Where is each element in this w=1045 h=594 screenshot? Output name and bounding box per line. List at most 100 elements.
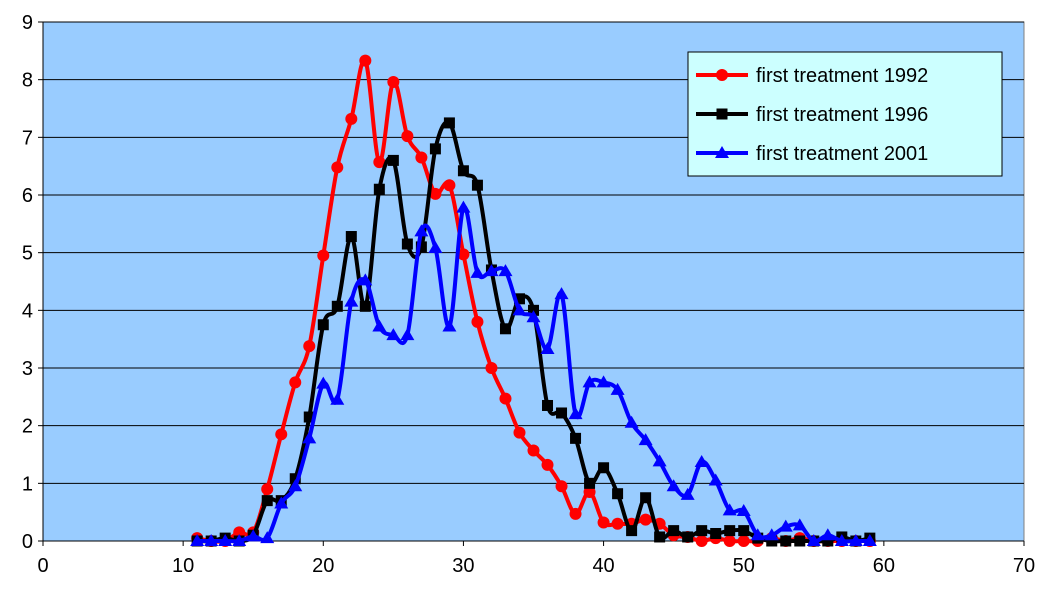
data-point xyxy=(570,432,582,444)
data-point xyxy=(668,525,680,537)
y-tick-label: 8 xyxy=(22,70,33,92)
data-point xyxy=(331,300,343,312)
data-point xyxy=(316,376,331,389)
series-3 xyxy=(190,200,877,546)
data-point xyxy=(612,488,624,500)
data-point xyxy=(499,323,511,335)
data-point xyxy=(387,154,399,166)
data-point xyxy=(722,503,737,516)
legend-label: first treatment 1992 xyxy=(756,65,928,87)
data-point xyxy=(820,528,835,541)
data-point xyxy=(556,407,568,419)
legend-entry: first treatment 1992 xyxy=(696,65,928,87)
data-point xyxy=(373,156,386,169)
data-point xyxy=(512,303,527,316)
data-point xyxy=(696,525,708,537)
y-tick-label: 1 xyxy=(22,473,33,495)
data-point xyxy=(498,264,513,277)
data-point xyxy=(499,392,512,405)
data-point xyxy=(289,473,301,485)
data-point xyxy=(584,477,596,489)
x-tick-label: 30 xyxy=(452,555,474,577)
legend-label: first treatment 1996 xyxy=(756,104,928,126)
data-point xyxy=(261,495,273,507)
data-point xyxy=(429,187,442,200)
legend-marker xyxy=(715,146,729,158)
data-point xyxy=(598,462,610,474)
data-point xyxy=(569,507,582,520)
data-point xyxy=(288,479,303,492)
data-point xyxy=(345,112,358,125)
data-point xyxy=(555,480,568,493)
data-point xyxy=(708,473,723,486)
data-point xyxy=(750,528,765,541)
data-point xyxy=(331,161,344,174)
data-point xyxy=(766,535,778,547)
x-tick-label: 20 xyxy=(312,555,334,577)
data-point xyxy=(317,319,329,331)
legend-entry: first treatment 2001 xyxy=(696,143,928,165)
data-point xyxy=(666,479,681,492)
data-point xyxy=(204,534,219,546)
data-point xyxy=(862,534,877,546)
data-point xyxy=(780,535,792,547)
data-point xyxy=(724,525,736,537)
data-point xyxy=(527,444,540,457)
data-point xyxy=(626,525,638,537)
data-point xyxy=(233,526,246,539)
y-tick-label: 7 xyxy=(22,127,33,149)
data-point xyxy=(764,528,779,541)
y-tick-label: 3 xyxy=(22,358,33,380)
tick-labels: 0 1 2 3 4 5 6 7 8 9 0 10 20 30 40 50 60 70 xyxy=(22,12,1035,577)
data-point xyxy=(190,534,205,546)
legend: first treatment 1992 first treatment 1996… xyxy=(687,51,1003,177)
data-point xyxy=(344,294,359,307)
data-point xyxy=(289,376,302,389)
y-tick-label: 9 xyxy=(22,12,33,34)
x-tick-label: 10 xyxy=(172,555,194,577)
data-point xyxy=(640,492,652,504)
x-tick-label: 50 xyxy=(733,555,755,577)
data-point xyxy=(639,513,652,526)
data-point xyxy=(694,454,709,467)
data-point xyxy=(484,264,499,277)
data-point xyxy=(415,241,427,253)
data-point xyxy=(610,382,625,395)
y-tick-label: 0 xyxy=(22,531,33,553)
data-point xyxy=(246,529,261,542)
data-point xyxy=(526,310,541,323)
data-point xyxy=(260,531,275,544)
data-point xyxy=(582,375,597,388)
data-point xyxy=(443,179,456,192)
data-point xyxy=(554,287,569,300)
y-tick-label: 2 xyxy=(22,416,33,438)
data-point xyxy=(359,300,371,312)
data-point xyxy=(737,535,750,547)
data-point xyxy=(654,531,666,543)
legend-label: first treatment 2001 xyxy=(756,143,928,165)
data-point xyxy=(710,528,722,540)
data-point xyxy=(513,293,525,305)
legend-entry: first treatment 1996 xyxy=(696,104,928,126)
data-point xyxy=(695,535,708,547)
data-point xyxy=(792,518,807,531)
y-tick-label: 5 xyxy=(22,243,33,265)
data-point xyxy=(778,519,793,532)
data-point xyxy=(372,319,387,332)
data-point xyxy=(568,407,583,420)
data-point xyxy=(597,516,610,529)
legend-marker xyxy=(716,108,728,120)
data-point xyxy=(358,273,373,286)
data-point xyxy=(652,454,667,467)
data-point xyxy=(442,319,457,332)
data-point xyxy=(274,496,289,509)
data-point xyxy=(834,534,849,546)
data-point xyxy=(611,517,624,530)
data-point xyxy=(429,143,441,155)
x-tick-label: 60 xyxy=(873,555,895,577)
data-point xyxy=(401,130,414,143)
data-point xyxy=(303,340,316,353)
data-point xyxy=(302,431,317,444)
data-point xyxy=(387,75,400,88)
data-point xyxy=(373,183,385,195)
